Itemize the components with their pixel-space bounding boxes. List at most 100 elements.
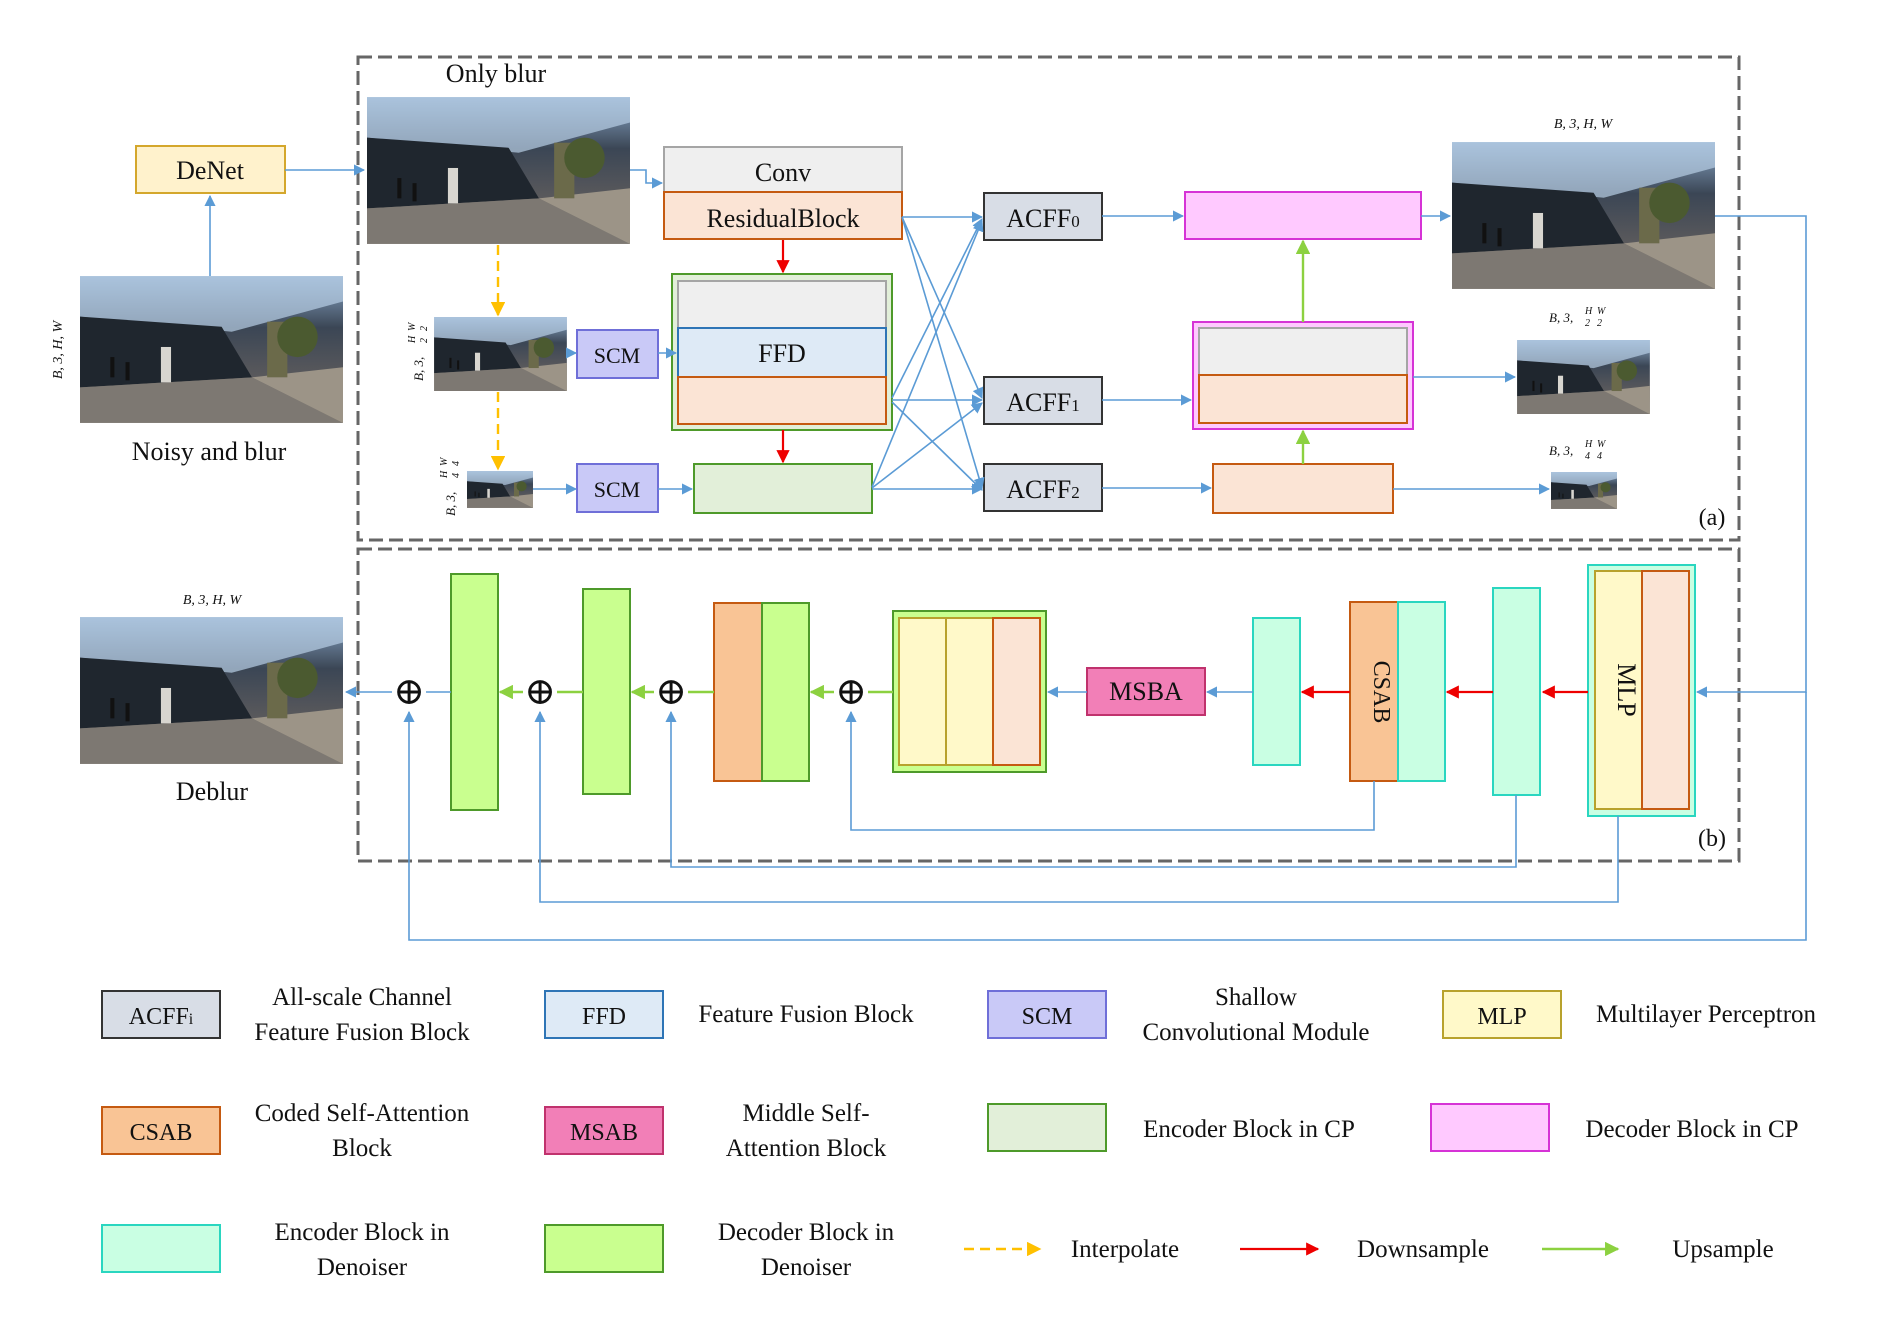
svg-text:Middle Self-: Middle Self- xyxy=(742,1100,869,1127)
add-node-2: ⊕ xyxy=(524,671,556,713)
legend-downsample: Downsample xyxy=(1240,1236,1489,1263)
svg-text:Multilayer Perceptron: Multilayer Perceptron xyxy=(1596,1001,1817,1028)
svg-text:Attention Block: Attention Block xyxy=(726,1135,887,1162)
decoder-cp-residual-2 xyxy=(1212,463,1394,514)
decoder-denoiser-group xyxy=(892,610,1047,773)
legend-encoder-cp: Encoder Block in CP xyxy=(987,1103,1355,1152)
decoder-denoiser-block-1 xyxy=(450,573,499,811)
panel-a-arrows xyxy=(204,164,1551,495)
legend-csab: CSAB Coded Self-Attention Block xyxy=(101,1100,470,1162)
svg-text:Convolutional Module: Convolutional Module xyxy=(1142,1019,1369,1046)
svg-text:4: 4 xyxy=(1597,451,1602,462)
legend-acff: ACFFi All-scale Channel Feature Fusion B… xyxy=(101,984,470,1046)
svg-text:Feature Fusion Block: Feature Fusion Block xyxy=(254,1019,470,1046)
svg-text:W: W xyxy=(1597,306,1607,317)
legend-mlp: MLP Multilayer Perceptron xyxy=(1442,990,1817,1039)
svg-text:Block: Block xyxy=(332,1135,392,1162)
legend-interpolate: Interpolate xyxy=(964,1236,1179,1263)
deblur-output-image xyxy=(80,617,343,764)
svg-text:2: 2 xyxy=(1597,318,1602,329)
csab-label: CSAB xyxy=(1368,661,1394,724)
svg-text:B, 3,: B, 3, xyxy=(443,492,458,516)
legend-scm: SCM Shallow Convolutional Module xyxy=(987,984,1370,1046)
svg-text:MLP: MLP xyxy=(1477,1004,1526,1030)
add-node-1: ⊕ xyxy=(393,671,425,713)
svg-text:Upsample: Upsample xyxy=(1672,1236,1773,1263)
output-quarter-shape-label: B, 3, H 4 W 4 xyxy=(1549,439,1607,462)
deblur-caption: Deblur xyxy=(176,777,249,806)
output-quarter-image xyxy=(1551,472,1617,509)
svg-text:Decoder Block in CP: Decoder Block in CP xyxy=(1585,1116,1798,1143)
decoder-denoiser-block-2 xyxy=(582,588,631,795)
only-blur-image xyxy=(367,97,630,244)
svg-text:Decoder Block in: Decoder Block in xyxy=(718,1219,895,1246)
svg-text:ACFF2: ACFF2 xyxy=(1006,475,1080,504)
svg-text:Coded Self-Attention: Coded Self-Attention xyxy=(255,1100,470,1127)
half-scale-shape-label: B, 3, H 2 W 2 xyxy=(407,321,430,381)
scm-label-1: SCM xyxy=(594,343,640,368)
input-noisy-blur-image xyxy=(80,276,343,423)
msba-label: MSBA xyxy=(1109,677,1183,706)
legend-decoder-cp: Decoder Block in CP xyxy=(1430,1103,1799,1152)
svg-text:2: 2 xyxy=(419,326,430,331)
legend-upsample: Upsample xyxy=(1542,1236,1774,1263)
decoder-cp-residual-1 xyxy=(1198,374,1408,424)
svg-text:CSAB: CSAB xyxy=(130,1120,193,1146)
scm-label-2: SCM xyxy=(594,477,640,502)
encoder-cp-conv xyxy=(677,280,887,329)
conv-block xyxy=(663,146,903,193)
svg-text:W: W xyxy=(1597,439,1607,450)
svg-text:H: H xyxy=(1584,439,1593,450)
svg-text:ACFFi: ACFFi xyxy=(129,1004,194,1030)
mlp-module: MLP xyxy=(1587,564,1696,817)
svg-text:4: 4 xyxy=(1585,451,1590,462)
output-full-shape-label: B, 3, H, W xyxy=(1554,117,1614,132)
legend-decoder-denoiser: Decoder Block in Denoiser xyxy=(544,1219,895,1281)
output-half-shape-label: B, 3, H 2 W 2 xyxy=(1549,306,1607,329)
svg-text:MSAB: MSAB xyxy=(570,1120,638,1146)
acff-2-block: ACFF2 xyxy=(983,463,1103,512)
residual-block xyxy=(663,191,903,240)
add-node-4: ⊕ xyxy=(835,671,867,713)
conv-label: Conv xyxy=(755,158,811,187)
svg-text:4: 4 xyxy=(451,473,462,478)
mlp-label: MLP xyxy=(1612,663,1641,716)
encoder-cp-block-2 xyxy=(693,463,873,514)
residual-label: ResidualBlock xyxy=(706,204,859,233)
svg-text:B, 3,: B, 3, xyxy=(1549,443,1573,458)
ffd-label: FFD xyxy=(758,339,806,368)
legend-ffd: FFD Feature Fusion Block xyxy=(544,990,914,1039)
encoder-denoiser-block-3 xyxy=(1252,617,1301,766)
legend: ACFFi All-scale Channel Feature Fusion B… xyxy=(101,984,1817,1281)
svg-text:ACFF1: ACFF1 xyxy=(1006,388,1080,417)
panel-b-frame xyxy=(356,547,1741,863)
panel-b-arrows xyxy=(344,215,1807,941)
quarter-scale-shape-label: B, 3, H 4 W 4 xyxy=(439,456,462,516)
msba-block xyxy=(1086,667,1206,716)
decoder-cp-conv xyxy=(1198,327,1408,376)
panel-b-label: (b) xyxy=(1698,826,1726,852)
half-scale-image xyxy=(434,317,567,391)
svg-text:2: 2 xyxy=(419,338,430,343)
svg-text:H: H xyxy=(1584,306,1593,317)
svg-text:H: H xyxy=(439,470,450,479)
svg-text:Downsample: Downsample xyxy=(1357,1236,1489,1263)
svg-text:SCM: SCM xyxy=(1022,1004,1073,1030)
panel-a-label: (a) xyxy=(1699,505,1726,531)
ffd-block xyxy=(677,327,887,378)
svg-text:W: W xyxy=(439,456,450,466)
svg-text:Interpolate: Interpolate xyxy=(1071,1236,1179,1263)
svg-text:B, 3,: B, 3, xyxy=(411,357,426,381)
input-shape-label: B, 3, H, W xyxy=(51,320,66,380)
noisy-and-blur-caption: Noisy and blur xyxy=(132,437,287,466)
encoder-denoiser-block-1 xyxy=(1492,587,1541,796)
csab-decoder-pair xyxy=(713,602,810,782)
acff-0-block: ACFF0 xyxy=(983,192,1103,241)
legend-msab: MSAB Middle Self- Attention Block xyxy=(544,1100,887,1162)
svg-text:Encoder Block in: Encoder Block in xyxy=(275,1219,450,1246)
svg-text:2: 2 xyxy=(1585,318,1590,329)
svg-text:Shallow: Shallow xyxy=(1215,984,1297,1011)
svg-text:All-scale Channel: All-scale Channel xyxy=(272,984,452,1011)
quarter-scale-image xyxy=(467,471,533,508)
svg-text:H: H xyxy=(407,335,418,344)
